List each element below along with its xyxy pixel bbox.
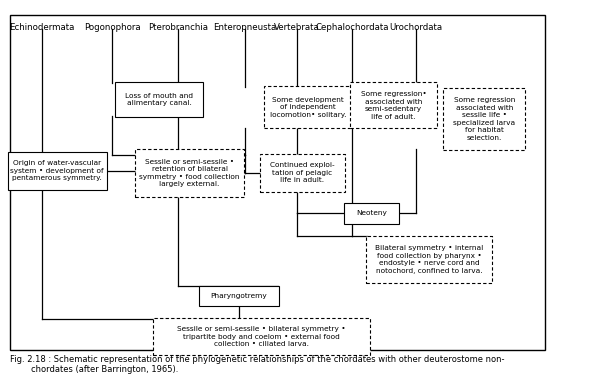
FancyBboxPatch shape: [115, 83, 203, 117]
Text: Bilateral symmetry • internal
food collection by pharynx •
endostyle • nerve cor: Bilateral symmetry • internal food colle…: [375, 245, 483, 274]
Text: Continued exploi-
tation of pelagic
life in adult.: Continued exploi- tation of pelagic life…: [270, 162, 335, 183]
FancyBboxPatch shape: [366, 236, 493, 283]
Text: Neoteny: Neoteny: [356, 210, 387, 216]
FancyBboxPatch shape: [443, 88, 525, 149]
Text: Loss of mouth and
alimentary canal.: Loss of mouth and alimentary canal.: [125, 93, 193, 106]
Text: Fig. 2.18 : Schematic representation of the phylogenetic relationships of the ch: Fig. 2.18 : Schematic representation of …: [10, 355, 505, 364]
Text: Echinodermata: Echinodermata: [9, 23, 74, 31]
FancyBboxPatch shape: [350, 83, 437, 128]
FancyBboxPatch shape: [260, 154, 345, 192]
FancyBboxPatch shape: [152, 319, 369, 355]
Text: Some regression
associated with
sessile life •
specialized larva
for habitat
sel: Some regression associated with sessile …: [453, 97, 515, 140]
Text: Pogonophora: Pogonophora: [84, 23, 140, 31]
Text: Pterobranchia: Pterobranchia: [149, 23, 208, 31]
Text: Vertebrata: Vertebrata: [274, 23, 320, 31]
Text: Some development
of independent
locomotion• solitary.: Some development of independent locomoti…: [270, 97, 346, 118]
FancyBboxPatch shape: [264, 87, 352, 128]
FancyBboxPatch shape: [134, 149, 245, 197]
FancyBboxPatch shape: [199, 286, 279, 307]
FancyBboxPatch shape: [344, 203, 399, 223]
FancyBboxPatch shape: [8, 152, 107, 190]
Text: Sessile or semi-sessile •
retention of bilateral
symmetry • food collection
larg: Sessile or semi-sessile • retention of b…: [139, 159, 240, 187]
Text: Cephalochordata: Cephalochordata: [315, 23, 389, 31]
Text: chordates (after Barrington, 1965).: chordates (after Barrington, 1965).: [10, 365, 178, 374]
Text: Sessile or semi-sessile • bilateral symmetry •
tripartite body and coelom • exte: Sessile or semi-sessile • bilateral symm…: [177, 326, 346, 347]
Text: Urochordata: Urochordata: [389, 23, 442, 31]
Text: Some regression•
associated with
semi-sedentary
life of adult.: Some regression• associated with semi-se…: [361, 91, 427, 120]
Text: Origin of water-vascular
system • development of
pentamerous symmetry.: Origin of water-vascular system • develo…: [10, 160, 104, 181]
Text: Pharyngotremy: Pharyngotremy: [211, 293, 268, 299]
Text: Enteropneusta: Enteropneusta: [213, 23, 276, 31]
FancyBboxPatch shape: [10, 15, 545, 350]
